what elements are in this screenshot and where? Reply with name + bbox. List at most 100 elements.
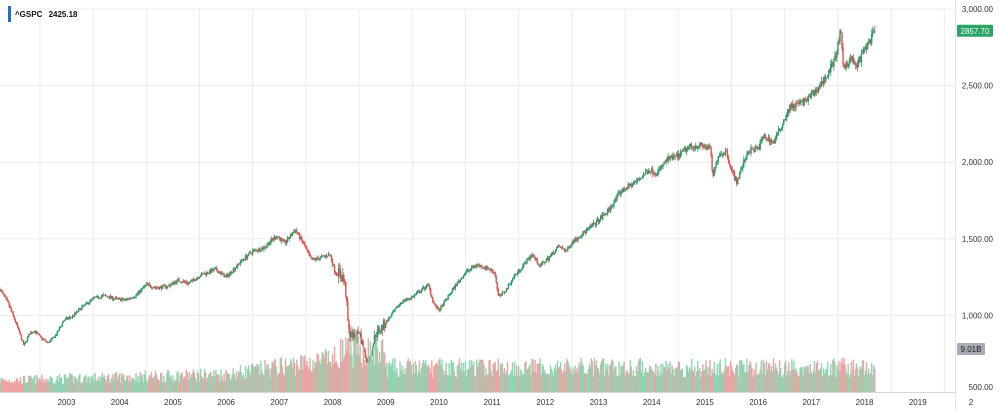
candle-body [47, 342, 49, 343]
candle-body [247, 252, 250, 256]
volume-bar [687, 371, 690, 392]
volume-bar [232, 368, 234, 392]
candle-body [211, 269, 213, 273]
candle-body [330, 255, 333, 261]
candle-body [64, 318, 67, 321]
volume-bar [299, 369, 301, 392]
volume-bar [439, 358, 441, 392]
volume-bar [150, 372, 153, 392]
chart-legend[interactable]: ^GSPC 2425.18 [8, 6, 78, 22]
volume-bar [458, 358, 461, 392]
volume-bar [514, 374, 517, 392]
candle-body [253, 249, 255, 251]
candle-body [860, 52, 863, 63]
candle-body [831, 62, 833, 65]
candle-body [331, 260, 334, 266]
volume-bar [716, 364, 718, 392]
candle-body [27, 334, 30, 337]
candle-body [768, 137, 771, 142]
volume-bar [222, 381, 224, 392]
candle-body [479, 264, 481, 267]
volume-bar [220, 369, 222, 392]
candle-body [332, 265, 335, 267]
volume-bar [721, 372, 724, 392]
candle-body [325, 255, 328, 257]
candle-body [488, 268, 490, 270]
candle-body [729, 164, 732, 169]
volume-bar [835, 377, 837, 392]
candle-body [542, 261, 544, 263]
candle-body [134, 297, 136, 298]
candle-body [519, 269, 521, 272]
volume-bar [246, 368, 249, 392]
candle-body [849, 56, 851, 62]
candle-body [549, 255, 552, 257]
candle-body [192, 279, 195, 280]
volume-bar [602, 358, 605, 392]
candle-body [265, 246, 267, 248]
volume-bar [17, 382, 20, 392]
candle-body [610, 205, 612, 211]
volume-bar [698, 370, 700, 392]
volume-bar [635, 366, 638, 392]
candle-body [337, 268, 340, 276]
candle-body [83, 305, 85, 307]
volume-bar [842, 363, 844, 392]
candle-body [802, 100, 804, 106]
volume-bar [3, 380, 5, 392]
volume-bar [301, 355, 303, 392]
candle-body [62, 321, 65, 323]
volume-bar [812, 370, 815, 392]
candle-body [625, 189, 627, 191]
volume-bar [633, 376, 636, 392]
candle-body [1, 290, 3, 293]
candle-body [77, 311, 79, 312]
volume-bar [271, 361, 273, 392]
volume-bar [469, 367, 472, 392]
candle-body [138, 290, 140, 293]
candle-body [164, 285, 166, 286]
volume-bar [183, 376, 185, 392]
volume-bar [790, 370, 792, 392]
volume-bar [157, 379, 160, 392]
candle-body [763, 134, 765, 138]
candle-body [302, 240, 304, 244]
volume-bar [96, 380, 98, 392]
volume-bar [180, 373, 182, 392]
volume-bar [24, 382, 27, 392]
volume-bar [475, 375, 477, 392]
volume-bar [92, 374, 94, 392]
volume-bar [169, 376, 171, 392]
candle-body [748, 151, 750, 153]
candle-body [2, 292, 4, 294]
candle-body [401, 302, 403, 304]
candle-body [473, 266, 475, 268]
candle-body [866, 43, 869, 50]
candle-body [792, 103, 794, 108]
candle-body [664, 162, 666, 163]
candle-body [550, 253, 553, 256]
candle-body [379, 331, 382, 333]
candle-body [385, 323, 387, 328]
candle-body [173, 282, 175, 284]
volume-bar [541, 363, 543, 392]
volume-bar [389, 361, 391, 392]
candle-body [76, 311, 78, 314]
candle-body [434, 303, 436, 305]
candle-body [491, 269, 493, 272]
volume-bar [606, 369, 608, 392]
volume-bar [89, 383, 91, 392]
volume-bar [626, 370, 628, 392]
candle-body [93, 297, 95, 299]
volume-bar [275, 366, 277, 392]
candle-body [586, 228, 588, 231]
volume-bar [566, 358, 568, 392]
price-tick-label: 1,500.00 [962, 235, 994, 244]
volume-bar [47, 378, 49, 392]
volume-bar [533, 371, 535, 392]
candle-body [144, 285, 146, 287]
volume-bar [485, 367, 487, 392]
volume-bar [79, 373, 81, 392]
